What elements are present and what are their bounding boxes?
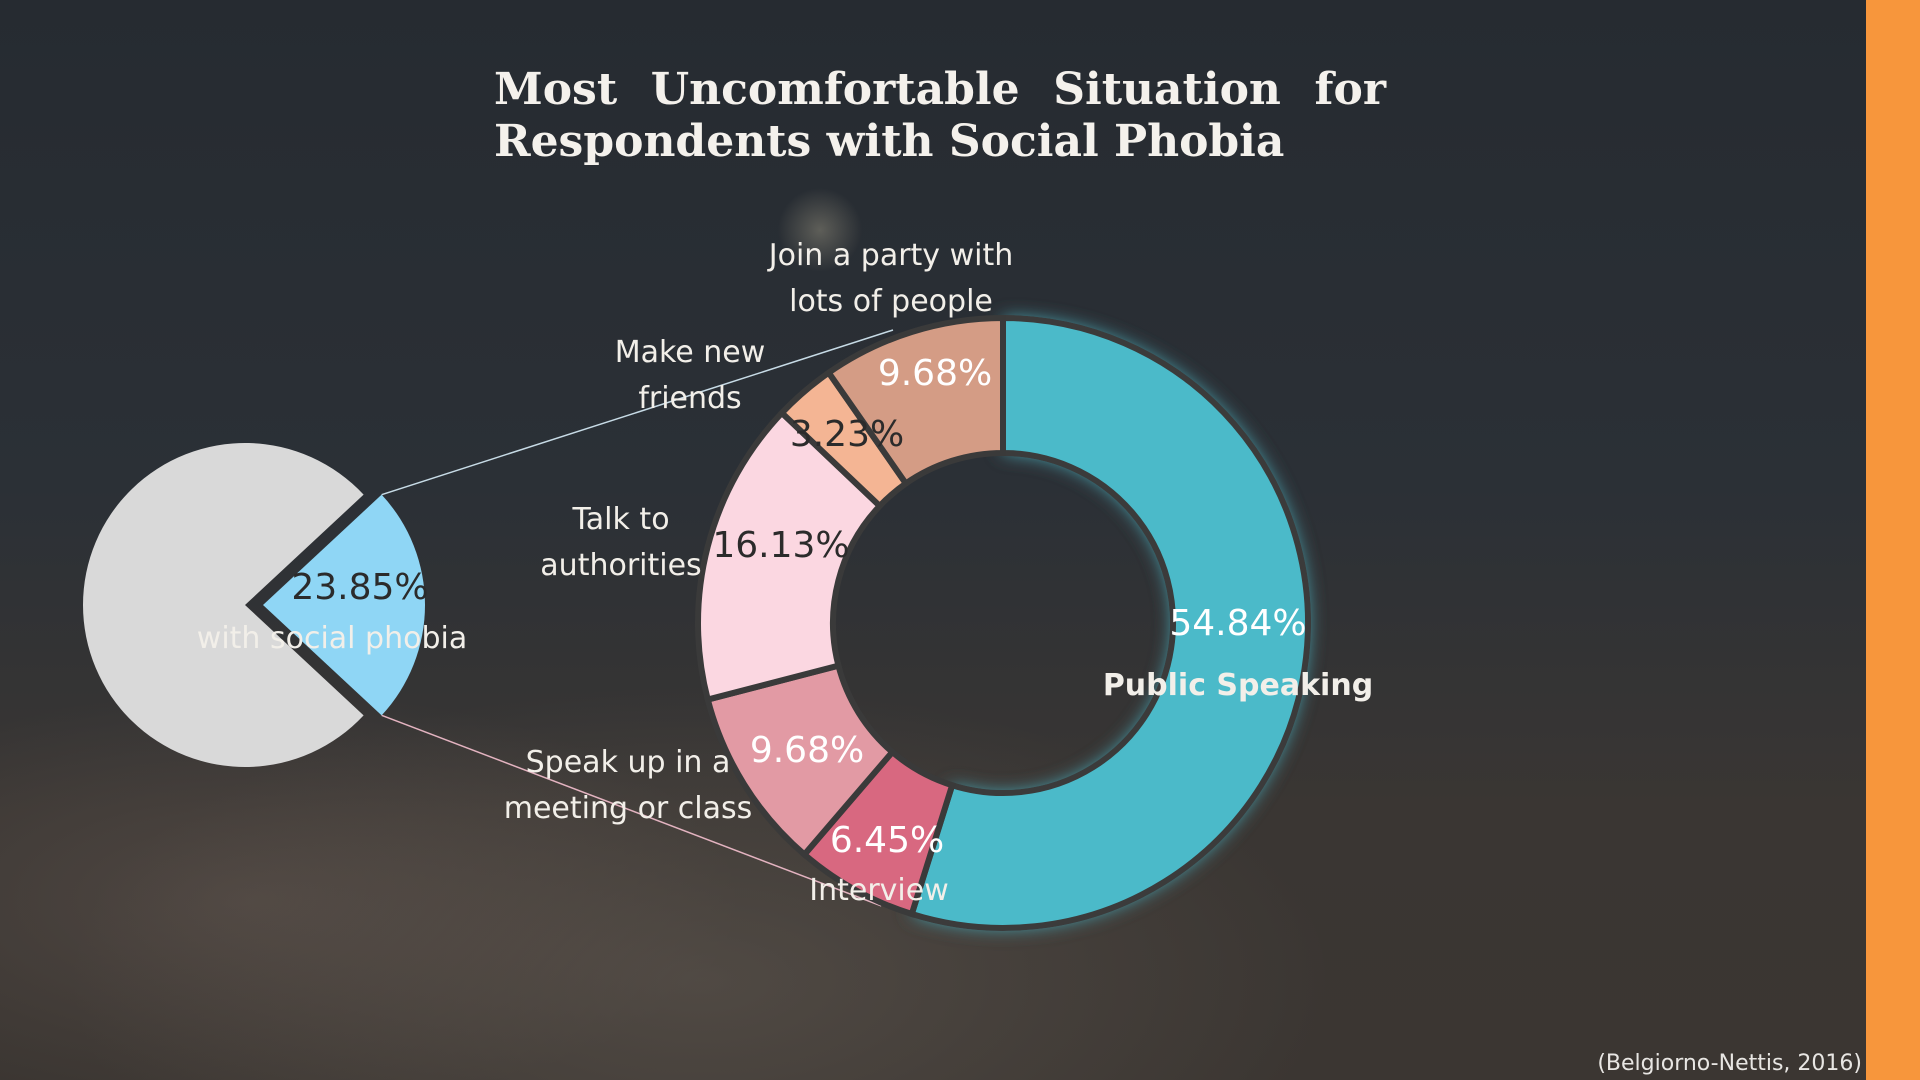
connector-bottom	[381, 714, 882, 907]
population-pie	[82, 443, 425, 768]
donut-value-speak-up-in-a-meeting-or-class: 9.68%	[750, 730, 864, 771]
donut-value-public-speaking: 54.84%	[1169, 603, 1306, 644]
donut-value-talk-to-authorities: 16.13%	[712, 525, 849, 566]
donut-slice-join-a-party-with-lots-of-people	[824, 314, 1006, 488]
connector-lines	[381, 329, 894, 907]
donut-category-speak-up-in-a-meeting-or-class-line-1: Speak up in a	[526, 745, 731, 780]
pie-slice-rest	[82, 443, 364, 768]
donut-value-join-a-party-with-lots-of-people: 9.68%	[878, 353, 992, 394]
donut-category-join-a-party-with-lots-of-people-line-2: lots of people	[789, 284, 993, 319]
chart-labels: 23.85% with social phobia 54.84% 6.45% 9.68%…	[197, 238, 1373, 908]
citation: (Belgiorno-Nettis, 2016)	[1597, 1051, 1862, 1076]
donut-value-make-new-friends: 3.23%	[790, 414, 904, 455]
connector-top	[381, 329, 894, 496]
donut-category-interview-line-1: Interview	[809, 873, 949, 908]
donut-category-speak-up-in-a-meeting-or-class-line-2: meeting or class	[504, 791, 753, 826]
pie-value-label: 23.85%	[291, 567, 428, 608]
donut-slice-public-speaking	[908, 314, 1311, 931]
donut-category-join-a-party-with-lots-of-people-line-1: Join a party with	[767, 238, 1013, 273]
donut-category-public-speaking-line-1: Public Speaking	[1103, 668, 1373, 703]
chart-canvas: 23.85% with social phobia 54.84% 6.45% 9.68%…	[82, 238, 1373, 931]
donut-slice-talk-to-authorities	[695, 408, 884, 704]
donut-category-talk-to-authorities-line-2: authorities	[540, 548, 701, 583]
donut-value-interview: 6.45%	[830, 820, 944, 861]
title-line-1: Most Uncomfortable Situation for	[494, 64, 1386, 115]
title-line-2: Respondents with Social Phobia	[494, 116, 1285, 167]
pie-slice-with-social-phobia	[263, 494, 425, 716]
donut-category-make-new-friends-line-1: Make new	[615, 335, 766, 370]
chart-title: Most Uncomfortable Situation for Respond…	[494, 64, 1386, 168]
donut-category-talk-to-authorities-line-1: Talk to	[571, 502, 669, 537]
accent-bar	[1866, 0, 1920, 1080]
situation-donut	[695, 314, 1311, 931]
pie-category-label: with social phobia	[197, 621, 467, 656]
donut-category-make-new-friends-line-2: friends	[638, 381, 741, 416]
